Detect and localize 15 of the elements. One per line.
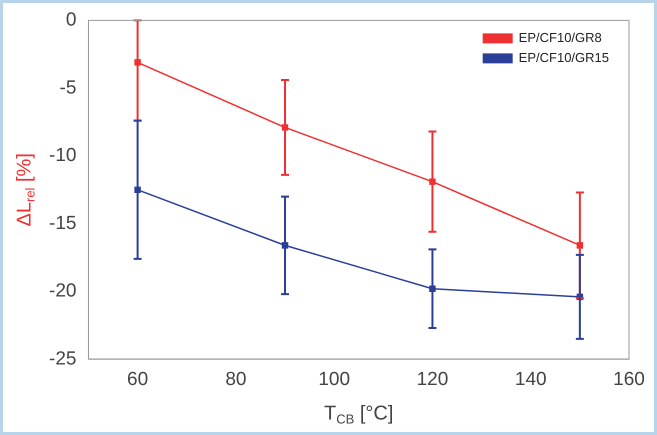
- x-tick-label: 140: [514, 368, 547, 390]
- x-tick-label: 80: [225, 368, 246, 390]
- y-axis-title: ΔLrel [%]: [14, 153, 38, 226]
- x-tick-label: 120: [416, 368, 448, 390]
- x-tick-label: 160: [613, 368, 645, 390]
- y-tick-label: -10: [48, 145, 76, 166]
- y-tick-label: -25: [48, 348, 76, 370]
- x-tick-label: 100: [318, 368, 350, 390]
- legend-label: EP/CF10/GR8: [518, 30, 602, 45]
- y-tick-label: -20: [48, 280, 76, 302]
- y-tick-label: -5: [60, 77, 76, 98]
- x-tick-label: 60: [127, 368, 148, 390]
- legend-label: EP/CF10/GR15: [518, 50, 610, 65]
- y-tick-label: -15: [48, 212, 76, 234]
- y-tick-label: 0: [66, 10, 76, 31]
